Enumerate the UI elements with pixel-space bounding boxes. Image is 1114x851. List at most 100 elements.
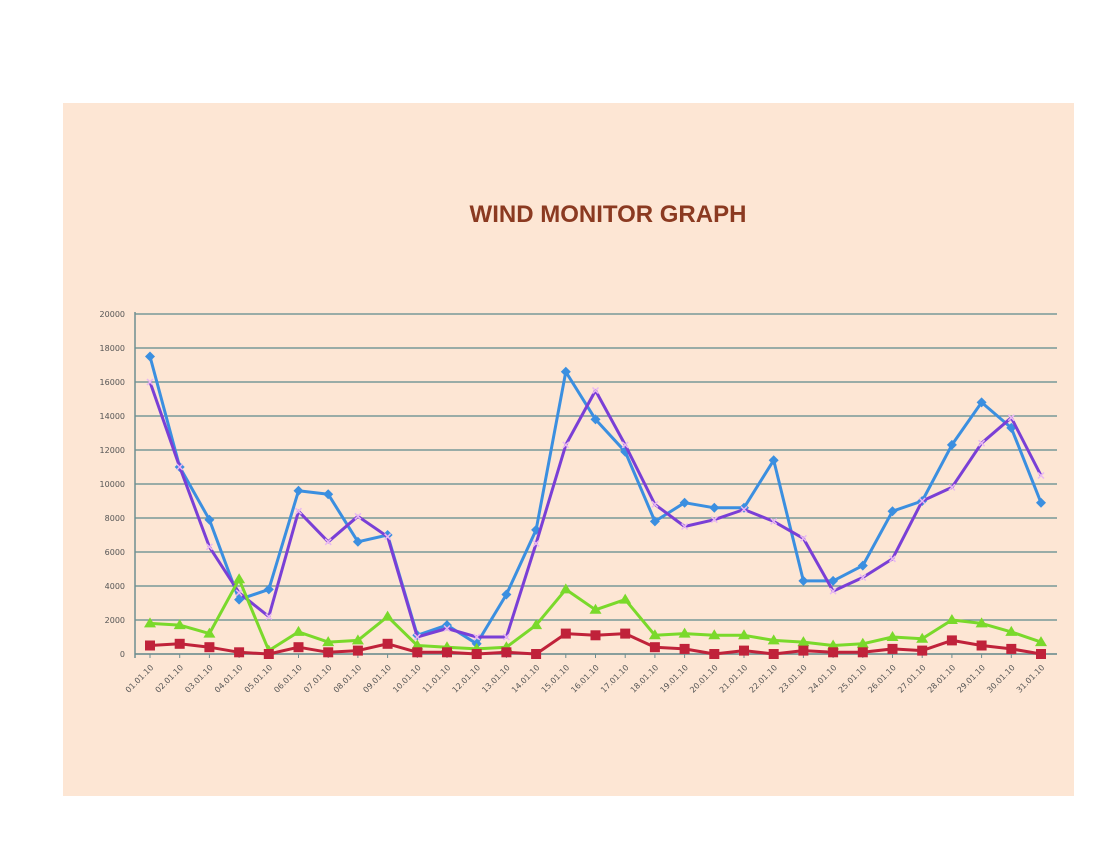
series-4-point bbox=[442, 647, 452, 658]
series-1-point bbox=[501, 589, 512, 600]
series-3-point bbox=[886, 631, 899, 641]
series-lines bbox=[144, 351, 1047, 659]
series-2-point bbox=[918, 497, 926, 505]
y-tick-label: 0 bbox=[120, 650, 125, 659]
series-4-point bbox=[145, 640, 155, 651]
series-1-point bbox=[976, 397, 987, 408]
series-2-point bbox=[1007, 414, 1015, 422]
series-2-point bbox=[562, 441, 570, 449]
y-tick-label: 6000 bbox=[105, 548, 125, 557]
series-3-point bbox=[1005, 625, 1018, 636]
series-4-point bbox=[1036, 649, 1046, 659]
series-3-point bbox=[144, 617, 156, 628]
series-1-point bbox=[263, 584, 274, 595]
series-3-point bbox=[203, 627, 216, 638]
series-3-point bbox=[233, 573, 246, 584]
y-tick-label: 14000 bbox=[100, 412, 125, 421]
series-1-point bbox=[352, 536, 363, 547]
series-3-point bbox=[173, 619, 186, 630]
series-4-point bbox=[382, 638, 393, 649]
series-4-point bbox=[828, 647, 839, 658]
series-4-point bbox=[709, 649, 720, 659]
series-4-point bbox=[263, 649, 274, 659]
series-2-point bbox=[948, 483, 956, 491]
series-3-point bbox=[619, 593, 632, 604]
series-1-point bbox=[145, 351, 155, 362]
y-tick-label: 10000 bbox=[100, 480, 125, 489]
series-4-point bbox=[679, 643, 690, 654]
series-2-point bbox=[1037, 471, 1045, 480]
y-tick-labels: 0 2000 4000 6000 8000 10000 12000 14000 16000 180… bbox=[100, 310, 125, 659]
series-1-point bbox=[679, 497, 690, 508]
series-4-point bbox=[739, 645, 749, 656]
series-2-point bbox=[710, 516, 718, 524]
series-4-point bbox=[204, 642, 215, 653]
series-1-point bbox=[293, 485, 304, 496]
y-tick-label: 12000 bbox=[100, 446, 125, 455]
series-3-point bbox=[411, 639, 424, 650]
series-2-point bbox=[443, 624, 451, 633]
series-4-point bbox=[946, 635, 957, 646]
y-tick-label: 8000 bbox=[105, 514, 125, 523]
series-2-point bbox=[176, 463, 184, 471]
series-3-point bbox=[856, 637, 869, 648]
series-2-point bbox=[146, 378, 154, 386]
chart-panel: WIND MONITOR GRAPH 0 2000 4000 6000 8000 1000… bbox=[63, 103, 1074, 796]
series-3-point bbox=[351, 634, 364, 645]
series-3-point bbox=[738, 629, 750, 640]
series-3-point bbox=[322, 636, 335, 647]
series-1-point bbox=[234, 594, 245, 605]
series-1-point bbox=[887, 506, 898, 517]
series-2-point bbox=[413, 633, 421, 641]
series-1-point bbox=[590, 414, 601, 425]
series-1-point bbox=[709, 502, 720, 513]
series-2-point bbox=[888, 555, 897, 563]
series-2-point bbox=[384, 533, 392, 541]
series-2-point bbox=[532, 539, 540, 548]
series-4-point bbox=[620, 628, 631, 639]
series-4-point bbox=[531, 649, 542, 659]
series-4-point bbox=[857, 647, 868, 658]
series-2-point bbox=[770, 517, 778, 525]
series-3-point bbox=[797, 636, 810, 647]
series-4-point bbox=[293, 642, 304, 653]
series-1-point bbox=[857, 560, 868, 571]
series-4-point bbox=[1006, 643, 1017, 654]
wind-monitor-chart: WIND MONITOR GRAPH 0 2000 4000 6000 8000 1000… bbox=[63, 103, 1074, 796]
series-2-point bbox=[799, 534, 807, 542]
y-tick-label: 4000 bbox=[105, 582, 125, 591]
series-4-point bbox=[887, 643, 898, 654]
series-2-point bbox=[859, 573, 867, 582]
series-3-point bbox=[648, 629, 661, 640]
series-2-point bbox=[354, 512, 362, 520]
series-3-point bbox=[827, 639, 840, 650]
series-3-point bbox=[559, 583, 572, 594]
y-tick-label: 16000 bbox=[100, 378, 125, 387]
series-2-point bbox=[235, 589, 243, 597]
series-4-point bbox=[976, 640, 987, 651]
series-1-point bbox=[649, 516, 660, 527]
series-2-point bbox=[651, 500, 659, 508]
series-2-point bbox=[294, 507, 303, 515]
series-1-point bbox=[768, 455, 779, 466]
series-4-point bbox=[174, 638, 185, 649]
series-4-point bbox=[234, 647, 245, 658]
series-2-point bbox=[205, 543, 213, 551]
series-2-point bbox=[681, 522, 689, 531]
series-4-point bbox=[412, 647, 423, 658]
series-4-point bbox=[798, 645, 809, 656]
series-4-point bbox=[649, 642, 660, 653]
series-3-point bbox=[945, 614, 958, 624]
series-4-point bbox=[501, 647, 512, 658]
series-1-point bbox=[1036, 497, 1046, 508]
series-4-point bbox=[352, 645, 363, 656]
series-4-point bbox=[917, 645, 928, 656]
grid-lines bbox=[135, 313, 1057, 655]
series-2-point bbox=[740, 505, 748, 514]
y-tick-label: 2000 bbox=[105, 616, 125, 625]
y-tick-label: 20000 bbox=[100, 310, 125, 319]
series-3-point bbox=[292, 625, 305, 636]
series-1-point bbox=[828, 575, 839, 586]
series-3-point bbox=[678, 627, 691, 638]
series-3-point bbox=[530, 619, 543, 630]
